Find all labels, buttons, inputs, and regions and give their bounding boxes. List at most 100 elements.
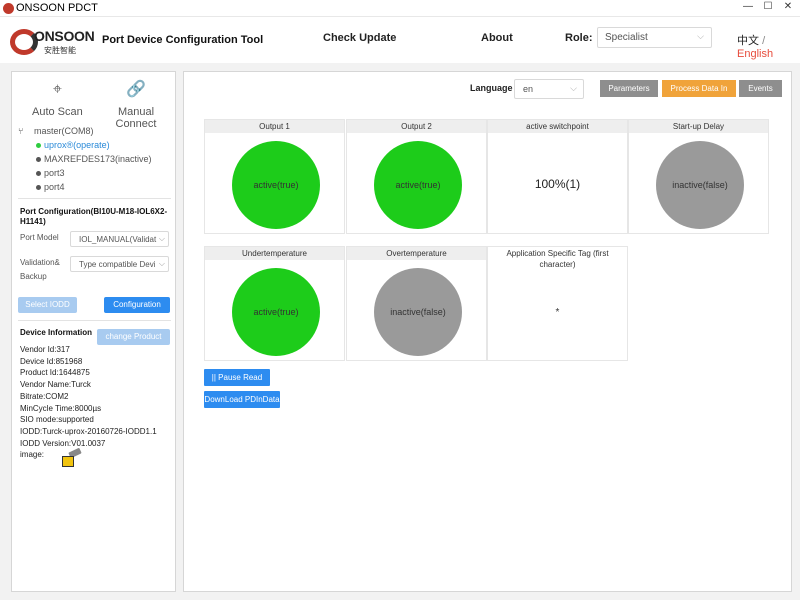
- change-product-button[interactable]: change Product: [97, 329, 170, 345]
- minimize-button[interactable]: —: [743, 1, 753, 12]
- maximize-button[interactable]: ☐: [763, 1, 773, 12]
- role-label: Role:: [565, 32, 593, 44]
- cell-title: Start-up Delay: [629, 120, 768, 133]
- port-model-value: IOL_MANUAL(Validat: [79, 235, 157, 244]
- validation-select[interactable]: Type compatible Devi ⌵: [70, 256, 169, 272]
- tab-events[interactable]: Events: [739, 80, 782, 97]
- validation-label: Validation& Backup: [20, 256, 60, 284]
- cell-title: Output 1: [205, 120, 344, 133]
- validation-value: Type compatible Devi: [79, 260, 156, 269]
- info-iodd: IODD:Turck-uprox-20160726-IODD1.1: [20, 426, 157, 436]
- status-indicator: active(true): [232, 268, 320, 356]
- chevron-down-icon: ⌵: [570, 83, 577, 93]
- chevron-down-icon: ⌵: [158, 234, 165, 244]
- info-image-label: image:: [20, 450, 45, 460]
- chevron-down-icon: ⌵: [158, 259, 165, 269]
- device-info-list: Vendor Id:317 Device Id:851968 Product I…: [20, 344, 157, 461]
- status-indicator: inactive(false): [374, 268, 462, 356]
- divider: [18, 198, 171, 199]
- status-dot-icon: [36, 185, 41, 190]
- validation-label-line1: Validation&: [20, 258, 60, 267]
- pause-read-button[interactable]: || Pause Read: [204, 369, 270, 386]
- role-select[interactable]: Specialist ⌵: [597, 27, 712, 48]
- status-indicator: active(true): [232, 141, 320, 229]
- status-indicator: active(true): [374, 141, 462, 229]
- language-select[interactable]: en ⌵: [514, 79, 584, 99]
- chevron-down-icon: ⌵: [697, 31, 704, 41]
- device-tree: ⑂ master(COM8) uprox®(operate) MAXREFDES…: [18, 124, 152, 194]
- download-pdindata-button[interactable]: DownLoad PDInData: [204, 391, 280, 408]
- tree-item-label: MAXREFDES173(inactive): [44, 154, 152, 164]
- validation-label-line2: Backup: [20, 272, 47, 281]
- brand-name-cn: 安胜智能: [44, 46, 76, 55]
- window-title: ONSOON PDCT: [16, 2, 98, 14]
- cell-title: Overtemperature: [347, 247, 486, 260]
- info-bitrate: Bitrate:COM2: [20, 391, 69, 401]
- status-dot-icon: [36, 143, 41, 148]
- port-config-title: Port Configuration(BI10U-M18-IOL6X2-H114…: [20, 207, 168, 226]
- cell-title: Undertemperature: [205, 247, 344, 260]
- status-dot-icon: [36, 171, 41, 176]
- tree-item-port3[interactable]: port3: [30, 166, 152, 180]
- configuration-button[interactable]: Configuration: [104, 297, 170, 313]
- lang-en-link[interactable]: English: [737, 48, 774, 60]
- role-value: Specialist: [605, 32, 648, 43]
- info-iodd-version: IODD Version:V01.0037: [20, 438, 106, 448]
- title-bar: ONSOON PDCT — ☐ ✕: [0, 0, 800, 17]
- device-info-title: Device Information: [20, 328, 93, 337]
- cell-title: Application Specific Tag (first characte…: [506, 249, 609, 269]
- tree-item-port4[interactable]: port4: [30, 180, 152, 194]
- info-sio-mode: SIO mode:supported: [20, 415, 94, 425]
- tree-item-port2[interactable]: MAXREFDES173(inactive): [30, 152, 152, 166]
- close-button[interactable]: ✕: [783, 1, 793, 12]
- pd-cell-app-specific-tag: Application Specific Tag (first characte…: [487, 246, 628, 361]
- pd-cell-active-switchpoint: active switchpoint 100%(1): [487, 119, 628, 234]
- language-switch: 中文 / English: [737, 32, 800, 60]
- auto-scan-button[interactable]: ⌖ Auto Scan: [32, 80, 83, 118]
- switchpoint-value: 100%(1): [534, 177, 581, 191]
- usb-icon: ⑂: [18, 126, 24, 136]
- content-panel: Language en ⌵ Parameters Process Data In…: [183, 71, 792, 592]
- lang-cn-link[interactable]: 中文: [737, 35, 759, 47]
- sidebar: ⌖ Auto Scan 🔗 Manual Connect ⑂ master(CO…: [11, 71, 176, 592]
- pd-cell-overtemperature: Overtemperature inactive(false): [346, 246, 487, 361]
- tree-item-port1[interactable]: uprox®(operate): [30, 138, 152, 152]
- pd-cell-output1: Output 1 active(true): [204, 119, 345, 234]
- link-icon: 🔗: [126, 81, 146, 98]
- app-title: Port Device Configuration Tool: [102, 34, 264, 46]
- manual-connect-label: Manual Connect: [115, 106, 157, 130]
- sensor-body-icon: [62, 456, 74, 467]
- info-product-id: Product Id:1644875: [20, 368, 90, 378]
- cell-title: active switchpoint: [488, 120, 627, 133]
- tab-process-data-in[interactable]: Process Data In: [662, 80, 736, 97]
- tree-item-label: uprox®(operate): [44, 140, 110, 150]
- app-header: ONSOON 安胜智能 Port Device Configuration To…: [0, 17, 800, 63]
- select-iodd-button[interactable]: Select IODD: [18, 297, 77, 313]
- auto-scan-label: Auto Scan: [32, 106, 83, 118]
- info-vendor-id: Vendor Id:317: [20, 345, 70, 354]
- language-label: Language: [470, 83, 513, 93]
- port-model-label: Port Model: [20, 233, 59, 242]
- pd-cell-output2: Output 2 active(true): [346, 119, 487, 234]
- manual-connect-button[interactable]: 🔗 Manual Connect: [97, 80, 175, 130]
- language-value: en: [523, 84, 534, 94]
- cell-title: Output 2: [347, 120, 486, 133]
- about-link[interactable]: About: [481, 32, 513, 44]
- info-min-cycle: MinCycle Time:8000µs: [20, 403, 102, 413]
- status-indicator: inactive(false): [656, 141, 744, 229]
- lang-separator: /: [762, 35, 766, 47]
- tree-root-master[interactable]: ⑂ master(COM8): [18, 124, 152, 138]
- status-dot-icon: [36, 157, 41, 162]
- tab-parameters[interactable]: Parameters: [600, 80, 658, 97]
- tree-item-label: port3: [44, 168, 65, 178]
- logo-ring-icon: [10, 29, 38, 55]
- brand-logo: ONSOON 安胜智能: [10, 27, 95, 61]
- pd-cell-startup-delay: Start-up Delay inactive(false): [628, 119, 769, 234]
- tree-item-label: port4: [44, 182, 65, 192]
- info-vendor-name: Vendor Name:Turck: [20, 380, 91, 390]
- crosshair-icon: ⌖: [52, 81, 62, 98]
- app-tag-value: *: [555, 307, 560, 318]
- port-model-select[interactable]: IOL_MANUAL(Validat ⌵: [70, 231, 169, 247]
- check-update-link[interactable]: Check Update: [323, 32, 397, 44]
- device-image: [60, 447, 82, 468]
